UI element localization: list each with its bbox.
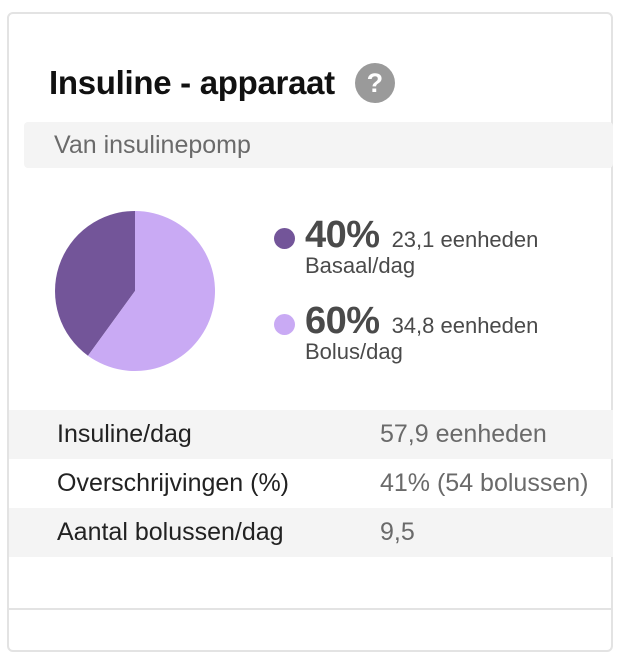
stat-row: Aantal bolussen/dag 9,5 bbox=[9, 508, 613, 557]
card-divider bbox=[9, 608, 613, 610]
card-title: Insuline - apparaat bbox=[49, 64, 335, 101]
legend-units: 34,8 eenheden bbox=[391, 313, 539, 338]
legend-label: Bolus/dag bbox=[305, 339, 403, 364]
legend-percent: 40% bbox=[305, 214, 380, 256]
help-icon[interactable]: ? bbox=[354, 63, 395, 103]
stat-label: Overschrijvingen (%) bbox=[57, 469, 290, 497]
stat-row: Overschrijvingen (%) 41% (54 bolussen) bbox=[9, 459, 613, 508]
legend-item-basaal: 40% 23,1 eenheden Basaal/dag bbox=[274, 214, 538, 279]
legend-item-bolus: 60% 34,8 eenheden Bolus/dag bbox=[274, 300, 538, 365]
stat-label: Aantal bolussen/dag bbox=[57, 518, 284, 546]
insulin-pie-chart bbox=[55, 211, 216, 371]
legend-percent: 60% bbox=[305, 300, 380, 342]
legend-label: Basaal/dag bbox=[305, 253, 416, 278]
stat-value: 57,9 eenheden bbox=[380, 420, 547, 448]
legend-dot-bolus bbox=[274, 314, 295, 335]
stat-value: 9,5 bbox=[380, 518, 415, 546]
card-header: Insuline - apparaat ? bbox=[49, 58, 395, 108]
stat-row: Insuline/dag 57,9 eenheden bbox=[9, 410, 613, 459]
stat-value: 41% (54 bolussen) bbox=[380, 469, 589, 497]
legend-units: 23,1 eenheden bbox=[391, 227, 539, 252]
pie-slice-bolus bbox=[87, 211, 216, 371]
pie-slice-basaal bbox=[55, 211, 136, 356]
stat-label: Insuline/dag bbox=[57, 420, 192, 448]
legend-dot-basaal bbox=[274, 228, 295, 249]
data-source-label: Van insulinepomp bbox=[24, 122, 613, 168]
stats-table: Insuline/dag 57,9 eenheden Overschrijvin… bbox=[9, 410, 613, 557]
